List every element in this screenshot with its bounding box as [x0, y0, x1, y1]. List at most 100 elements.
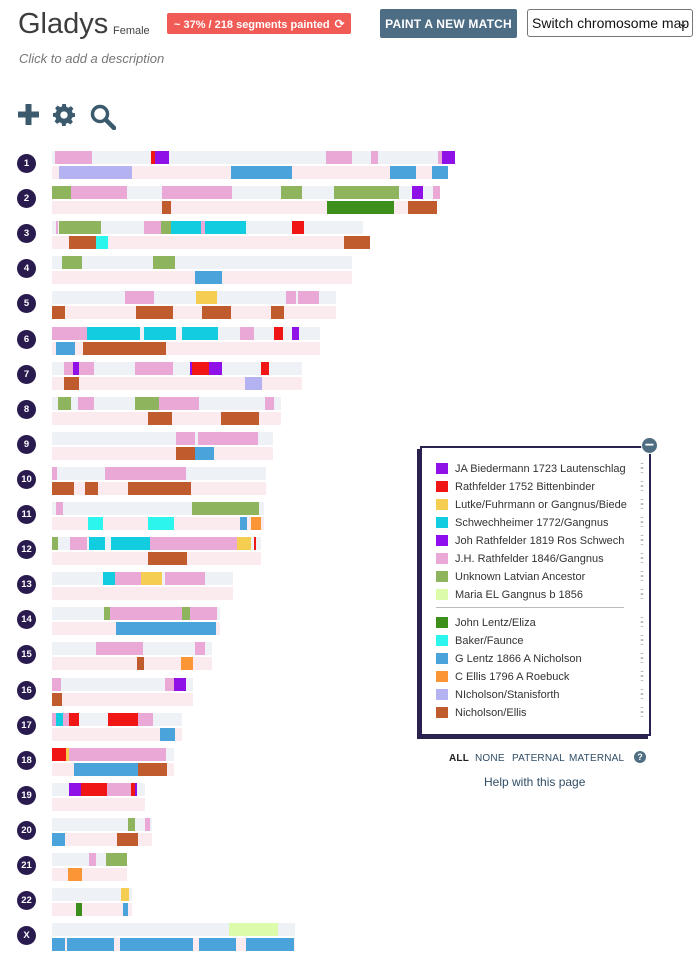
painted-segment[interactable]: [89, 853, 96, 866]
paternal-bar[interactable]: [52, 713, 182, 726]
paternal-bar[interactable]: [52, 853, 127, 866]
painted-segment[interactable]: [182, 327, 218, 340]
painted-segment[interactable]: [190, 607, 217, 620]
paternal-bar[interactable]: [52, 537, 261, 550]
maternal-bar[interactable]: [52, 657, 212, 670]
painted-segment[interactable]: [231, 166, 292, 179]
maternal-bar[interactable]: [52, 798, 145, 811]
plus-icon[interactable]: [18, 104, 39, 125]
painted-segment[interactable]: [104, 607, 110, 620]
drag-handle-icon[interactable]: ::::: [639, 704, 644, 719]
painted-segment[interactable]: [110, 763, 138, 776]
painted-segment[interactable]: [125, 291, 154, 304]
paint-new-match-button[interactable]: PAINT A NEW MATCH: [380, 9, 517, 38]
legend-item[interactable]: Schwechheimer 1772/Gangnus::::: [436, 514, 646, 532]
painted-segment[interactable]: [195, 447, 214, 460]
painted-segment[interactable]: [344, 236, 370, 249]
painted-segment[interactable]: [181, 657, 193, 670]
painted-segment[interactable]: [106, 853, 127, 866]
legend-item[interactable]: Joh Rathfelder 1819 Ros Schwech::::: [436, 532, 646, 550]
painted-segment[interactable]: [412, 186, 423, 199]
painted-segment[interactable]: [118, 342, 166, 355]
painted-segment[interactable]: [141, 572, 162, 585]
painted-segment[interactable]: [136, 306, 173, 319]
paternal-bar[interactable]: [52, 748, 174, 761]
painted-segment[interactable]: [52, 537, 58, 550]
painted-segment[interactable]: [159, 397, 199, 410]
painted-segment[interactable]: [292, 327, 299, 340]
painted-segment[interactable]: [52, 186, 71, 199]
paternal-bar[interactable]: [52, 362, 302, 375]
painted-segment[interactable]: [274, 327, 283, 340]
painted-stats-badge[interactable]: ~ 37% / 218 segments painted ⟳: [167, 13, 351, 34]
painted-segment[interactable]: [240, 517, 247, 530]
drag-handle-icon[interactable]: ::::: [639, 586, 644, 601]
maternal-bar[interactable]: [52, 342, 320, 355]
description-field[interactable]: Click to add a description: [19, 51, 165, 66]
painted-segment[interactable]: [68, 868, 82, 881]
maternal-bar[interactable]: [52, 938, 295, 951]
filter-none[interactable]: NONE: [475, 753, 505, 764]
maternal-bar[interactable]: [52, 412, 281, 425]
legend-item[interactable]: Unknown Latvian Ancestor::::: [436, 568, 646, 586]
maternal-bar[interactable]: [52, 903, 132, 916]
painted-segment[interactable]: [298, 291, 319, 304]
painted-segment[interactable]: [176, 432, 195, 445]
painted-segment[interactable]: [155, 151, 169, 164]
painted-segment[interactable]: [281, 186, 302, 199]
maternal-bar[interactable]: [52, 482, 266, 495]
paternal-bar[interactable]: [52, 783, 145, 796]
painted-segment[interactable]: [56, 713, 63, 726]
filter-paternal[interactable]: PATERNAL: [512, 753, 565, 764]
painted-segment[interactable]: [182, 607, 190, 620]
painted-segment[interactable]: [69, 783, 81, 796]
painted-segment[interactable]: [71, 186, 127, 199]
paternal-bar[interactable]: [52, 432, 273, 445]
paternal-bar[interactable]: [52, 256, 352, 269]
painted-segment[interactable]: [69, 236, 96, 249]
painted-segment[interactable]: [59, 166, 132, 179]
painted-segment[interactable]: [135, 397, 159, 410]
painted-segment[interactable]: [150, 537, 237, 550]
painted-segment[interactable]: [56, 342, 75, 355]
maternal-bar[interactable]: [52, 377, 302, 390]
painted-segment[interactable]: [111, 537, 150, 550]
painted-segment[interactable]: [59, 221, 101, 234]
maternal-bar[interactable]: [52, 236, 370, 249]
painted-segment[interactable]: [199, 938, 236, 951]
painted-segment[interactable]: [52, 693, 62, 706]
painted-segment[interactable]: [110, 607, 182, 620]
painted-segment[interactable]: [107, 783, 131, 796]
collapse-legend-icon[interactable]: −: [641, 437, 658, 454]
painted-segment[interactable]: [79, 362, 94, 375]
painted-segment[interactable]: [135, 783, 137, 796]
maternal-bar[interactable]: [52, 271, 352, 284]
maternal-bar[interactable]: [52, 693, 193, 706]
painted-segment[interactable]: [174, 678, 186, 691]
painted-segment[interactable]: [120, 938, 193, 951]
painted-segment[interactable]: [432, 166, 448, 179]
painted-segment[interactable]: [128, 482, 191, 495]
painted-segment[interactable]: [148, 517, 174, 530]
painted-segment[interactable]: [52, 748, 66, 761]
legend-item[interactable]: Maria EL Gangnus b 1856::::: [436, 586, 646, 604]
painted-segment[interactable]: [117, 833, 138, 846]
painted-segment[interactable]: [131, 783, 135, 796]
maternal-bar[interactable]: [52, 868, 127, 881]
drag-handle-icon[interactable]: ::::: [639, 614, 644, 629]
painted-segment[interactable]: [261, 362, 269, 375]
paternal-bar[interactable]: [52, 327, 320, 340]
painted-segment[interactable]: [73, 362, 79, 375]
painted-segment[interactable]: [237, 537, 251, 550]
switch-chromosome-map-select[interactable]: Switch chromosome map ⌄: [527, 9, 693, 37]
painted-segment[interactable]: [227, 432, 258, 445]
painted-segment[interactable]: [286, 291, 296, 304]
painted-segment[interactable]: [202, 306, 231, 319]
painted-segment[interactable]: [148, 552, 187, 565]
maternal-bar[interactable]: [52, 622, 220, 635]
drag-handle-icon[interactable]: ::::: [639, 632, 644, 647]
painted-segment[interactable]: [161, 221, 165, 234]
painted-segment[interactable]: [70, 537, 87, 550]
painted-segment[interactable]: [245, 377, 262, 390]
painted-segment[interactable]: [198, 432, 227, 445]
